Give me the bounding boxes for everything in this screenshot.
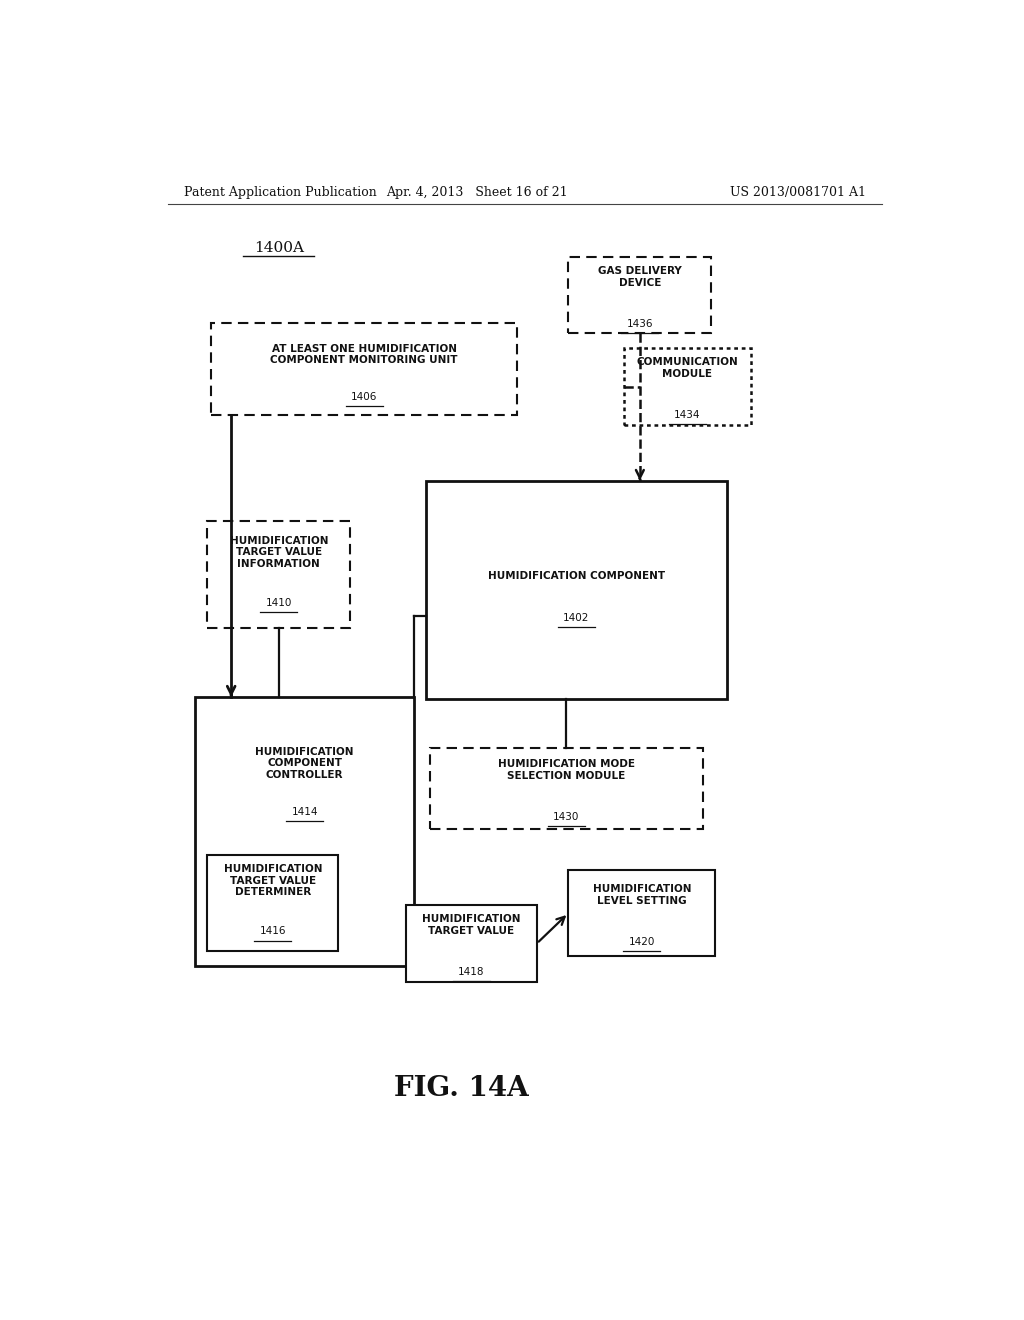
Text: US 2013/0081701 A1: US 2013/0081701 A1 [730, 186, 866, 199]
Text: HUMIDIFICATION MODE
SELECTION MODULE: HUMIDIFICATION MODE SELECTION MODULE [498, 759, 635, 781]
Text: 1400A: 1400A [254, 240, 304, 255]
Text: 1430: 1430 [553, 812, 580, 822]
Text: 1410: 1410 [265, 598, 292, 609]
FancyBboxPatch shape [568, 257, 712, 333]
Text: 1418: 1418 [458, 968, 484, 977]
FancyBboxPatch shape [207, 854, 338, 952]
Text: Patent Application Publication: Patent Application Publication [183, 186, 376, 199]
FancyBboxPatch shape [207, 521, 350, 628]
FancyBboxPatch shape [624, 348, 751, 425]
Text: HUMIDIFICATION COMPONENT: HUMIDIFICATION COMPONENT [487, 570, 665, 581]
FancyBboxPatch shape [426, 480, 727, 700]
Text: 1436: 1436 [627, 318, 653, 329]
Text: HUMIDIFICATION
TARGET VALUE
DETERMINER: HUMIDIFICATION TARGET VALUE DETERMINER [223, 865, 323, 898]
Text: 1406: 1406 [351, 392, 377, 403]
FancyBboxPatch shape [406, 906, 537, 982]
Text: GAS DELIVERY
DEVICE: GAS DELIVERY DEVICE [598, 267, 682, 288]
FancyBboxPatch shape [568, 870, 715, 956]
Text: 1402: 1402 [563, 614, 590, 623]
Text: HUMIDIFICATION
COMPONENT
CONTROLLER: HUMIDIFICATION COMPONENT CONTROLLER [255, 747, 354, 780]
Text: AT LEAST ONE HUMIDIFICATION
COMPONENT MONITORING UNIT: AT LEAST ONE HUMIDIFICATION COMPONENT MO… [270, 343, 458, 366]
FancyBboxPatch shape [211, 323, 517, 414]
Text: 1420: 1420 [629, 936, 655, 946]
Text: HUMIDIFICATION
TARGET VALUE: HUMIDIFICATION TARGET VALUE [422, 915, 520, 936]
Text: 1416: 1416 [259, 927, 286, 936]
Text: Apr. 4, 2013   Sheet 16 of 21: Apr. 4, 2013 Sheet 16 of 21 [386, 186, 568, 199]
Text: 1414: 1414 [291, 807, 317, 817]
FancyBboxPatch shape [430, 748, 703, 829]
Text: HUMIDIFICATION
TARGET VALUE
INFORMATION: HUMIDIFICATION TARGET VALUE INFORMATION [229, 536, 328, 569]
FancyBboxPatch shape [196, 697, 414, 966]
Text: COMMUNICATION
MODULE: COMMUNICATION MODULE [637, 358, 738, 379]
Text: HUMIDIFICATION
LEVEL SETTING: HUMIDIFICATION LEVEL SETTING [593, 884, 691, 906]
Text: 1434: 1434 [674, 411, 700, 420]
Text: FIG. 14A: FIG. 14A [394, 1074, 528, 1102]
